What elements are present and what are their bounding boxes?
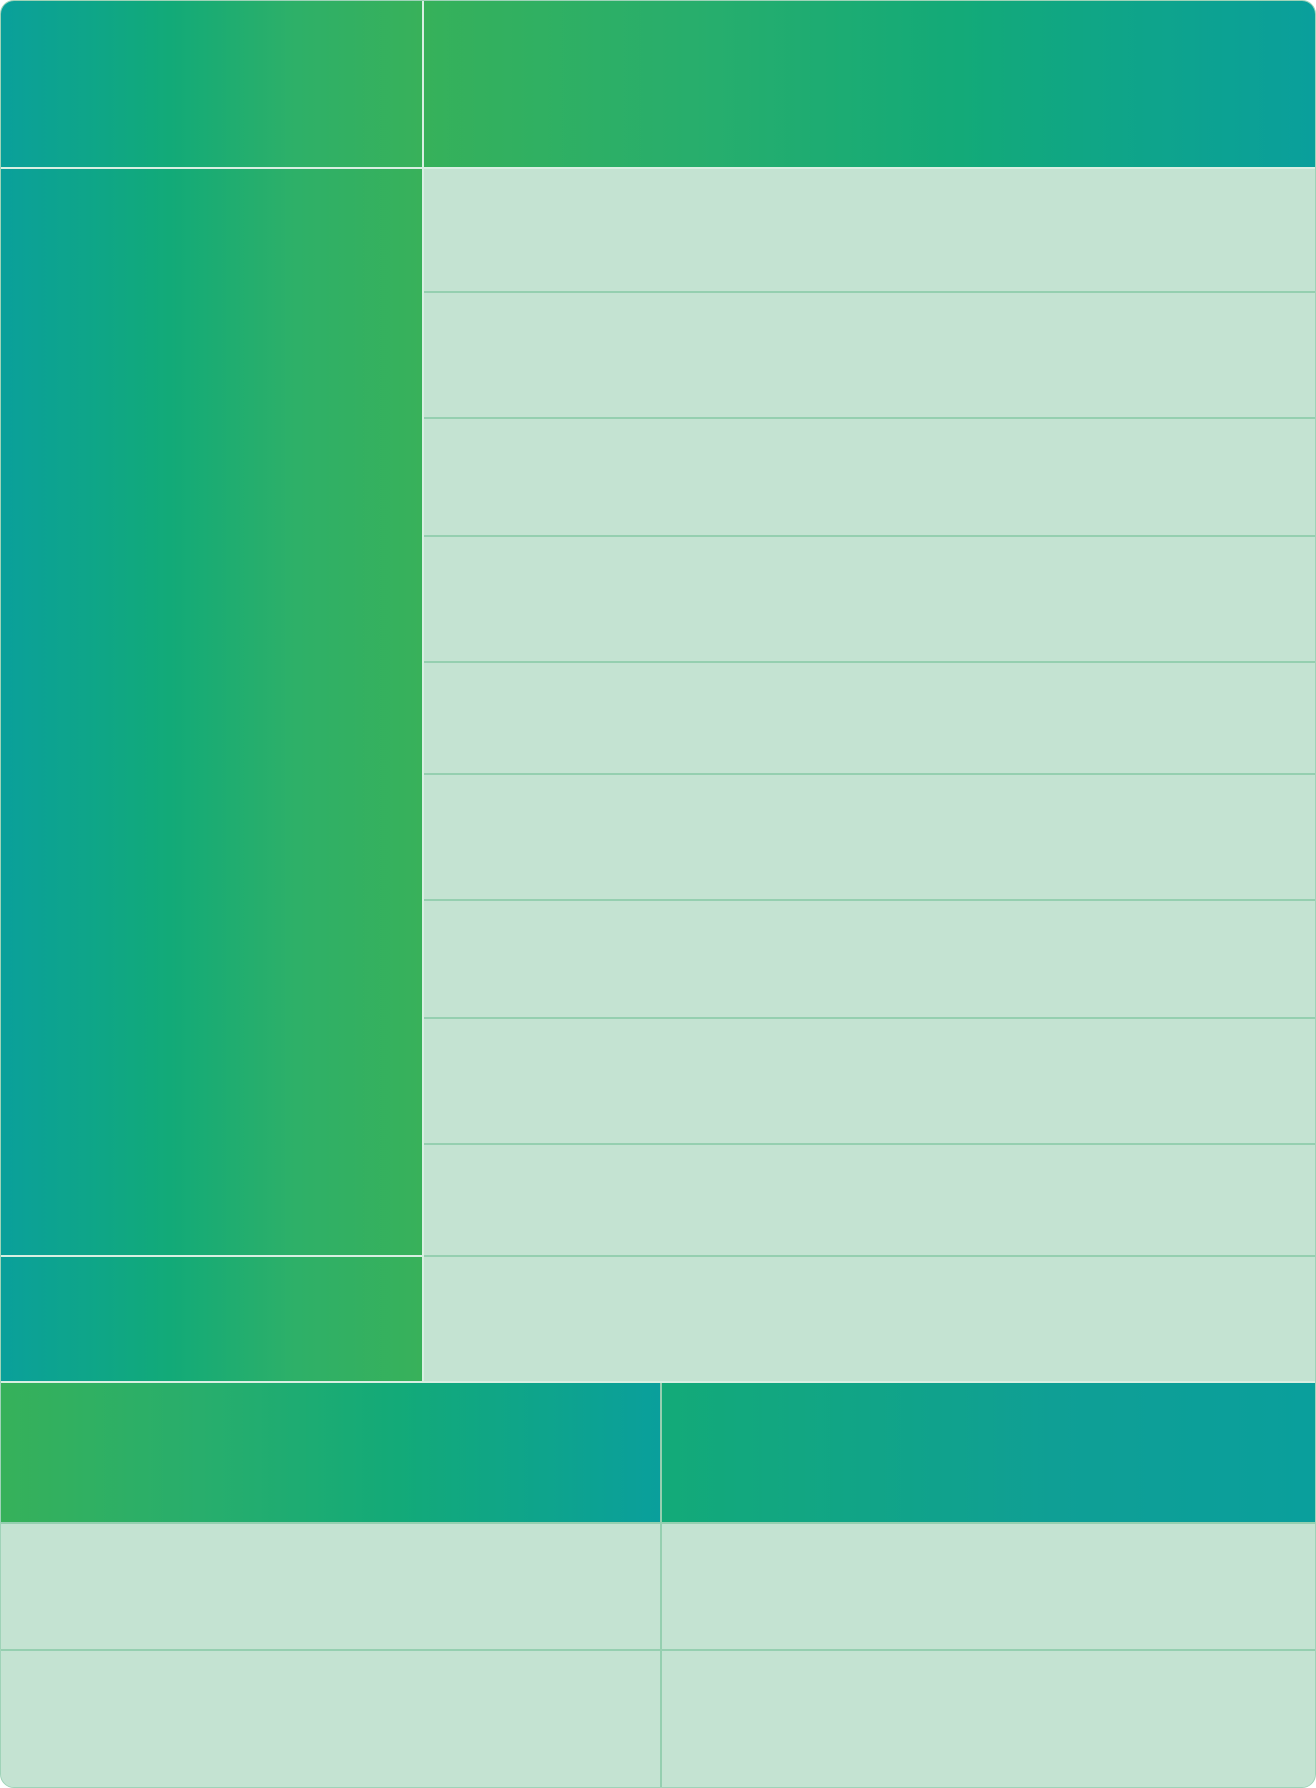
upper-row-9 (424, 1145, 1315, 1255)
row-divider (424, 1017, 1315, 1019)
row-divider (424, 535, 1315, 537)
upper-footer-top-line-right (424, 1255, 1315, 1257)
upper-footer-label (1, 1257, 423, 1381)
lower-header-col2 (662, 1383, 1315, 1523)
row-divider (424, 899, 1315, 901)
upper-header-col2 (423, 1, 1315, 167)
upper-row-7 (424, 901, 1315, 1017)
upper-row-8 (424, 1019, 1315, 1143)
lower-column-divider (660, 1383, 662, 1787)
lower-header-col1 (1, 1383, 661, 1523)
upper-row-2 (424, 293, 1315, 417)
upper-footer-value (424, 1257, 1315, 1381)
upper-row-6 (424, 775, 1315, 899)
row-divider (424, 773, 1315, 775)
upper-group-divider (422, 168, 424, 1381)
upper-row-1 (424, 168, 1315, 292)
row-divider (424, 417, 1315, 419)
lower-row-1-col1 (1, 1524, 661, 1649)
lower-row-2-col2 (662, 1651, 1315, 1787)
upper-row-5 (424, 663, 1315, 773)
upper-group-label (1, 168, 423, 1255)
lower-row-2-col1 (1, 1651, 661, 1787)
row-divider (424, 291, 1315, 293)
upper-row-4 (424, 537, 1315, 661)
upper-table-bottom-line (1, 1381, 1315, 1383)
upper-row-3 (424, 419, 1315, 535)
upper-header-bottom-line (1, 167, 1315, 169)
upper-footer-top-line (1, 1255, 423, 1257)
lower-row-1-col2 (662, 1524, 1315, 1649)
lower-row-divider (1, 1649, 1315, 1651)
upper-header-divider (422, 1, 424, 167)
row-divider (424, 661, 1315, 663)
row-divider (424, 1143, 1315, 1145)
lower-row-divider (1, 1522, 1315, 1524)
upper-header-col1 (1, 1, 423, 167)
